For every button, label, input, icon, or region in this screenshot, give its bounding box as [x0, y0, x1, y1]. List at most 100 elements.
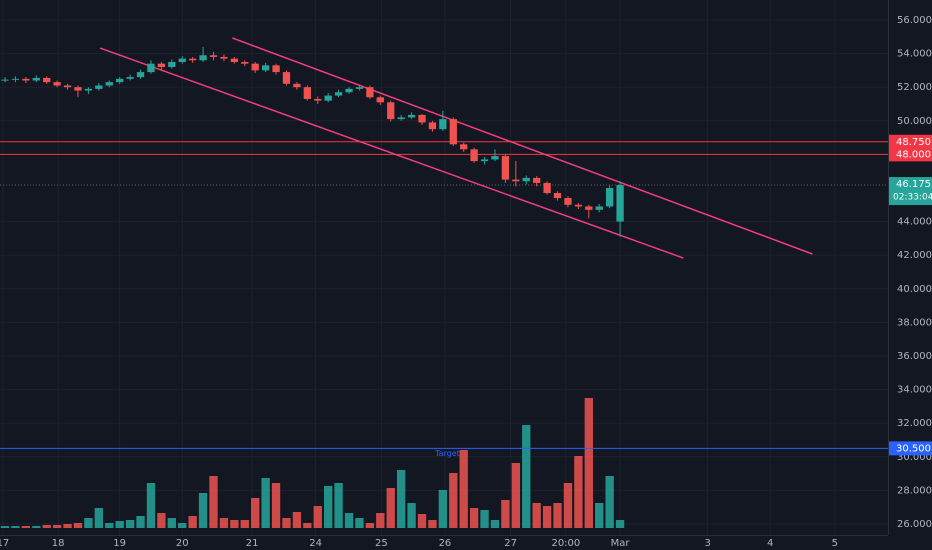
volume-bar [449, 473, 458, 528]
volume-bar [365, 523, 375, 528]
candle-body [324, 95, 332, 101]
candle-body [168, 61, 176, 68]
trendline [99, 47, 684, 259]
candle-body [261, 65, 270, 71]
y-tick-label: 38.000 [897, 317, 932, 328]
x-tick-label: 27 [504, 538, 517, 549]
candle-body [95, 85, 103, 89]
candle-body [303, 87, 311, 99]
volume-bar [136, 516, 145, 528]
candle-body [314, 98, 322, 101]
candle-body [533, 177, 541, 183]
volume-bar [438, 490, 448, 528]
volume-bar [11, 526, 20, 528]
level-label: 48.000 [896, 149, 931, 160]
volume-bar [84, 518, 93, 528]
candle-body [11, 78, 20, 80]
volume-bar [584, 398, 593, 528]
y-tick-label: 28.000 [897, 485, 932, 496]
volume-bar [324, 486, 333, 528]
volume-bar [230, 520, 239, 528]
volume-bar [469, 508, 479, 528]
candle-body [282, 72, 291, 84]
x-tick-label: 18 [52, 538, 65, 549]
volume-bar [251, 498, 260, 528]
candle-body [387, 102, 395, 120]
volume-bar [209, 476, 218, 528]
volume-bar [115, 521, 124, 528]
x-tick-label: 5 [832, 538, 838, 549]
volume-bar [563, 483, 573, 528]
last-price-label: 46.175 [896, 179, 931, 190]
y-tick-label: 44.000 [897, 217, 932, 228]
candle-body [460, 144, 468, 150]
candle-body [157, 63, 166, 68]
volume-bar [511, 463, 520, 528]
volume-bar [417, 514, 427, 528]
volume-bar [459, 450, 468, 528]
volume-bar [396, 470, 406, 528]
x-tick-label: 3 [704, 538, 710, 549]
volume-bar [105, 523, 114, 528]
candle-body [397, 117, 405, 120]
volume-bar [386, 488, 395, 528]
candle-body [345, 88, 353, 93]
volume-bar [167, 518, 176, 528]
y-tick-label: 34.000 [897, 385, 932, 396]
volume-bar [344, 513, 354, 528]
volume-bar [157, 513, 166, 528]
trendline [232, 37, 813, 255]
countdown-label: 02:33:04 [893, 193, 932, 203]
candle-body [543, 182, 551, 194]
candle-body [272, 65, 280, 73]
candle-body [22, 78, 30, 81]
candle-body [199, 55, 207, 61]
volume-bar [63, 524, 72, 528]
candle-body [418, 114, 426, 123]
volume-bar [32, 526, 41, 528]
candle-body [407, 114, 416, 118]
volume-bar [282, 518, 291, 528]
candle-body [574, 204, 583, 207]
volume-bar [542, 506, 552, 528]
volume-bar [355, 518, 364, 528]
volume-bar [615, 520, 625, 528]
y-tick-label: 32.000 [897, 418, 932, 429]
level-badge [889, 134, 932, 149]
candle-body [449, 119, 457, 145]
candle-body [606, 187, 614, 207]
candle-body [355, 87, 364, 89]
x-tick-label: 17 [0, 538, 9, 549]
last-price-badge [889, 177, 932, 206]
y-tick-label: 26.000 [897, 519, 932, 530]
candle-body [585, 206, 593, 210]
y-tick-label: 54.000 [897, 49, 932, 60]
candle-body [136, 72, 145, 78]
volume-bar [574, 456, 583, 528]
candle-body [63, 85, 72, 88]
volume-bar [198, 493, 208, 528]
level-badge [889, 147, 932, 162]
level-text: Target [434, 449, 460, 458]
volume-bar [73, 523, 83, 528]
y-tick-label: 30.000 [897, 452, 932, 463]
y-tick-label: 56.000 [897, 15, 932, 26]
candle-body [209, 55, 218, 57]
candle-body [501, 156, 510, 180]
volume-bar [146, 483, 156, 528]
candle-body [564, 198, 572, 205]
candle-body [178, 58, 186, 62]
candle-body [553, 193, 562, 199]
x-tick-label: 21 [246, 538, 259, 549]
y-tick-label: 40.000 [897, 284, 932, 295]
candle-body [147, 63, 155, 73]
candle-body [84, 88, 93, 91]
candle-body [241, 61, 249, 64]
candle-body [220, 56, 228, 59]
candle-body [126, 77, 134, 79]
x-tick-label: 25 [375, 538, 388, 549]
volume-bar [313, 506, 322, 528]
x-tick-label: 26 [439, 538, 452, 549]
volume-bar [532, 503, 541, 528]
